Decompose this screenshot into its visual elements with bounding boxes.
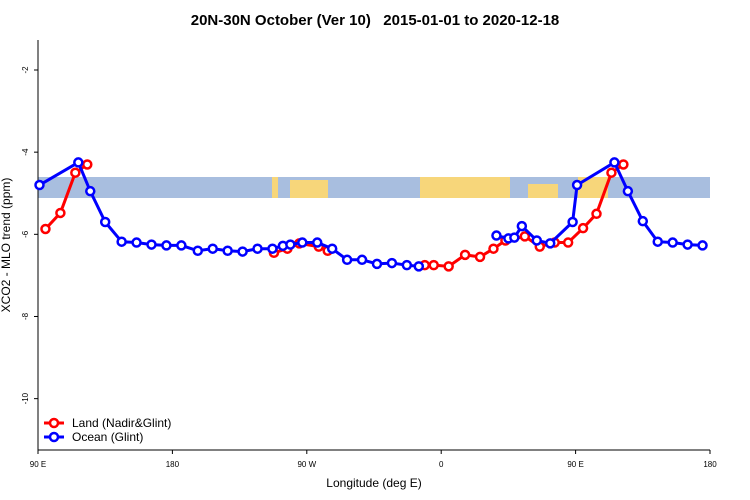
data-point: [509, 232, 520, 243]
x-axis-label: Longitude (deg E): [326, 476, 421, 490]
y-axis-label: XCO2 - MLO trend (ppm): [0, 178, 13, 313]
data-point: [341, 254, 353, 266]
y-tick-label: -2: [21, 66, 30, 74]
x-tick-label: 180: [166, 460, 180, 469]
data-point: [312, 237, 323, 248]
data-point: [667, 237, 678, 248]
legend-marker: [48, 431, 60, 443]
data-point: [146, 239, 157, 250]
data-point: [176, 240, 187, 251]
data-point: [697, 240, 708, 251]
data-point: [131, 237, 142, 248]
data-point: [567, 216, 578, 228]
land-patch: [272, 177, 278, 198]
legend-marker: [48, 417, 60, 429]
data-point: [577, 222, 589, 234]
data-point: [356, 254, 368, 266]
x-tick-label: 90 E: [567, 460, 583, 469]
data-point: [237, 246, 248, 257]
data-point: [544, 238, 556, 249]
data-point: [609, 157, 620, 168]
data-point: [637, 215, 649, 227]
y-tick-label: -4: [21, 148, 30, 156]
x-tick-label: 0: [439, 460, 444, 469]
data-point: [519, 231, 531, 242]
data-point: [85, 185, 96, 197]
data-point: [488, 243, 499, 254]
data-point: [606, 167, 617, 178]
legend-label: Land (Nadir&Glint): [72, 416, 171, 430]
y-tick-label: -10: [21, 392, 30, 404]
data-point: [622, 185, 634, 197]
data-point: [474, 251, 486, 263]
data-point: [326, 243, 338, 254]
data-point: [682, 239, 693, 250]
data-point: [371, 258, 383, 270]
data-point: [618, 159, 629, 170]
data-point: [562, 237, 574, 248]
data-point: [267, 243, 278, 254]
data-point: [571, 179, 583, 191]
y-tick-label: -8: [21, 312, 30, 320]
data-point: [82, 159, 93, 170]
chart-title: 20N-30N October (Ver 10) 2015-01-01 to 2…: [191, 12, 560, 29]
data-point: [192, 245, 204, 257]
data-point: [55, 207, 66, 219]
data-point: [161, 240, 172, 251]
data-point: [516, 220, 528, 232]
data-point: [459, 249, 471, 261]
data-point: [99, 216, 111, 228]
data-point: [222, 245, 233, 257]
data-point: [491, 230, 502, 241]
data-point: [531, 235, 543, 246]
land-patch: [290, 180, 328, 198]
data-point: [116, 236, 127, 247]
data-point: [73, 157, 84, 168]
legend-label: Ocean (Glint): [72, 430, 143, 444]
land-patch: [420, 177, 510, 198]
land-patch: [578, 177, 608, 198]
data-point: [70, 167, 81, 178]
map-band: [38, 177, 710, 198]
legend: Land (Nadir&Glint)Ocean (Glint): [44, 416, 171, 444]
data-point: [413, 261, 425, 272]
data-point: [652, 236, 663, 247]
data-point: [443, 261, 454, 272]
data-point: [591, 208, 602, 220]
data-point: [401, 259, 413, 271]
x-tick-label: 90 W: [297, 460, 316, 469]
x-tick-label: 180: [703, 460, 717, 469]
data-point: [34, 179, 45, 191]
data-point: [252, 243, 263, 254]
data-point: [40, 223, 51, 235]
data-point: [386, 257, 398, 269]
data-point: [207, 243, 218, 254]
land-patch: [528, 184, 558, 198]
x-tick-label: 90 E: [30, 460, 46, 469]
data-point: [428, 259, 439, 271]
data-point: [285, 239, 296, 250]
data-point: [297, 237, 308, 248]
y-tick-label: -6: [21, 230, 30, 238]
